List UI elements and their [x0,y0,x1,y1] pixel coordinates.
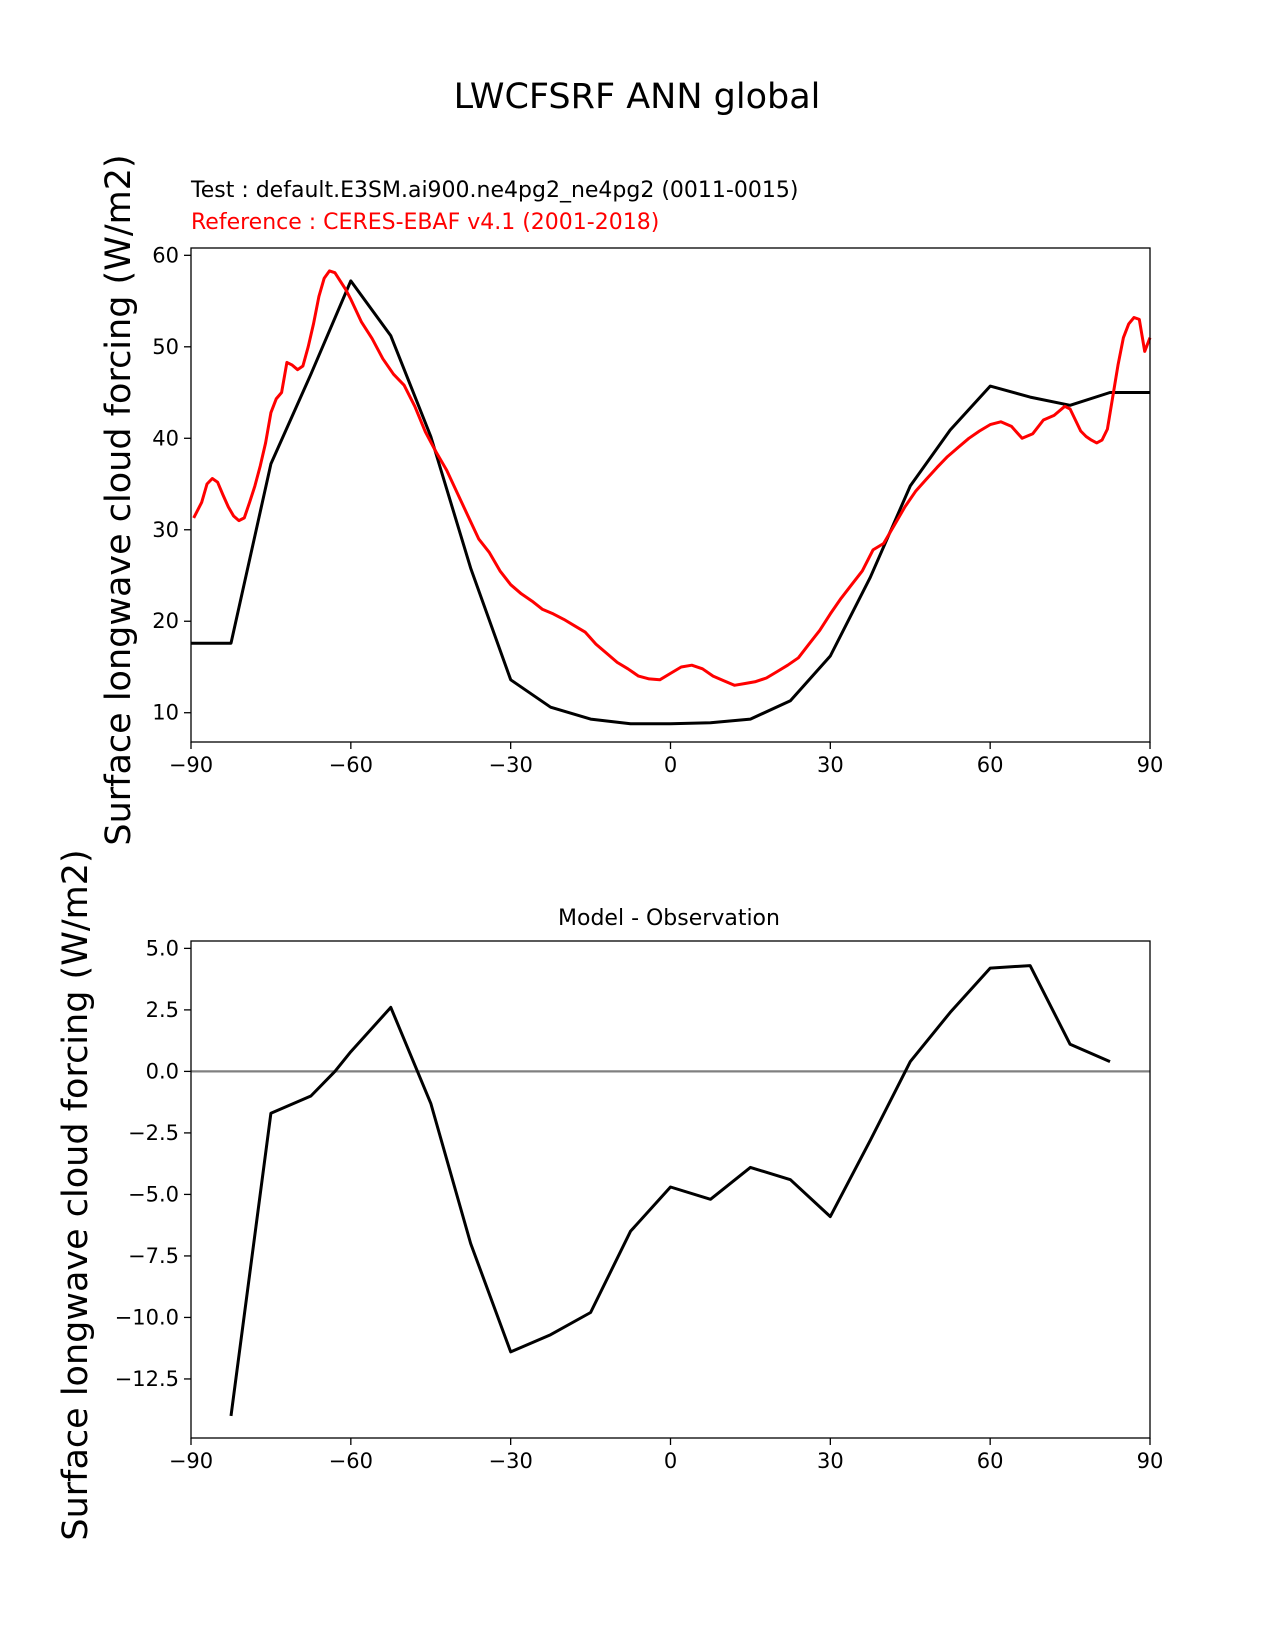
series-line-0-1 [192,269,1152,687]
axes-top: −90 −60 −30 0 30 60 90 10 20 30 40 50 60 [152,243,1163,777]
x-tick-label: −60 [329,1449,373,1473]
subtitle-reference: Reference : CERES-EBAF v4.1 (2001-2018) [191,210,659,235]
y-tick-label: 20 [152,609,179,633]
y-tick-label: −5.0 [128,1182,179,1206]
x-tick-label: −90 [169,753,213,777]
figure-title: LWCFSRF ANN global [454,77,821,117]
x-tick-label: 60 [977,1449,1004,1473]
x-tick-label: −30 [489,1449,533,1473]
y-tick-label: 50 [152,335,179,359]
x-tick-label: 90 [1137,753,1164,777]
axes-frame [190,940,1151,1439]
y-tick-label: −7.5 [128,1244,179,1268]
y-tick-label: −10.0 [115,1305,179,1329]
x-tick-label: 30 [817,753,844,777]
bottom-title: Model - Observation [558,906,780,931]
y-tick-label: 30 [152,518,179,542]
subtitle-test: Test : default.E3SM.ai900.ne4pg2_ne4pg2 … [190,178,798,203]
x-tick-label: 0 [664,753,677,777]
y-tick-label: −12.5 [115,1367,179,1391]
x-tick-label: 90 [1137,1449,1164,1473]
x-tick-label: −60 [329,753,373,777]
series-line-0-0 [191,279,1150,726]
y-tick-label: 2.5 [146,998,179,1022]
series-line-1-0 [229,964,1111,1417]
axes-frame [190,247,1151,743]
x-tick-label: −30 [489,753,533,777]
x-tick-label: 30 [817,1449,844,1473]
bottom-ylabel: Surface longwave cloud forcing (W/m2) [56,849,96,1540]
x-tick-label: 60 [977,753,1004,777]
y-tick-label: 60 [152,243,179,267]
y-tick-label: 5.0 [146,936,179,960]
y-tick-label: 10 [152,701,179,725]
axes-bottom: −90 −60 −30 0 30 60 90 5.0 2.5 0.0 −2.5 −5.0 −7.5 −10… [115,936,1164,1473]
x-tick-label: 0 [664,1449,677,1473]
x-tick-label: −90 [169,1449,213,1473]
top-ylabel: Surface longwave cloud forcing (W/m2) [99,154,139,845]
y-tick-label: 0.0 [146,1059,179,1083]
y-tick-label: 40 [152,426,179,450]
y-tick-label: −2.5 [128,1121,179,1145]
